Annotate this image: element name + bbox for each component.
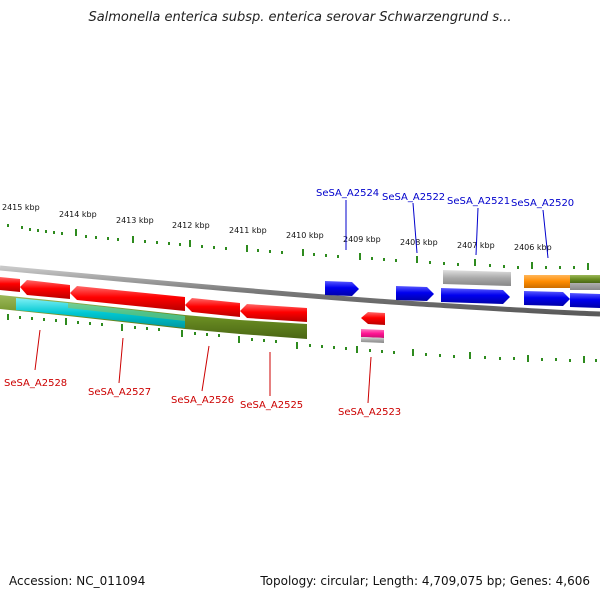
kbp-label: 2413 kbp [116,216,154,225]
kbp-label: 2410 kbp [286,231,324,240]
kbp-label: 2411 kbp [229,226,267,235]
cyan-track [16,298,185,328]
genome-backbone [0,265,600,317]
kbp-label: 2406 kbp [514,243,552,252]
pink-gene [361,329,384,338]
kbp-label: 2412 kbp [172,221,210,230]
gene-red [185,298,240,317]
gene-label[interactable]: SeSA_A2525 [240,400,303,411]
gene-red [20,280,70,299]
orange-track [524,275,570,288]
gene-red [70,286,185,311]
gene-blue [325,281,359,296]
gene-blue [524,291,570,306]
gene-label[interactable]: SeSA_A2527 [88,387,151,398]
outer-tick-scale [7,224,589,270]
kbp-label: 2414 kbp [59,210,97,219]
grey-gene-small [361,337,384,343]
gene-blue [396,286,434,301]
label-connectors [34,200,549,404]
gene-label[interactable]: SeSA_A2528 [4,378,67,389]
gene-labels-reverse: SeSA_A2528 SeSA_A2527 SeSA_A2526 SeSA_A2… [4,378,401,418]
kbp-labels: 2415 kbp 2414 kbp 2413 kbp 2412 kbp 2411… [2,203,552,252]
gene-label[interactable]: SeSA_A2522 [382,192,445,203]
gene-label[interactable]: SeSA_A2526 [171,395,234,406]
gene-labels-forward: SeSA_A2524 SeSA_A2522 SeSA_A2521 SeSA_A2… [316,188,574,209]
forward-genes [325,281,600,308]
kbp-label: 2408 kbp [400,238,438,247]
gene-label[interactable]: SeSA_A2521 [447,196,510,207]
olive-overlap [68,303,185,321]
kbp-label: 2407 kbp [457,241,495,250]
inner-tick-scale [7,314,597,363]
reverse-genes [0,277,385,325]
kbp-label: 2409 kbp [343,235,381,244]
gene-red [361,312,385,325]
accession-text: Accession: NC_011094 [9,574,146,588]
gene-blue [570,293,600,308]
gene-blue [441,288,510,304]
gene-label[interactable]: SeSA_A2524 [316,188,379,199]
kbp-label: 2415 kbp [2,203,40,212]
grey-track [443,270,511,286]
gene-red [240,304,307,322]
map-title: Salmonella enterica subsp. enterica sero… [88,10,512,25]
topology-summary: Topology: circular; Length: 4,709,075 bp… [260,574,590,588]
gene-red [0,277,20,292]
gene-label[interactable]: SeSA_A2523 [338,407,401,418]
gene-label[interactable]: SeSA_A2520 [511,198,574,209]
feature-tracks [0,270,600,343]
olive-track-right [570,275,600,283]
